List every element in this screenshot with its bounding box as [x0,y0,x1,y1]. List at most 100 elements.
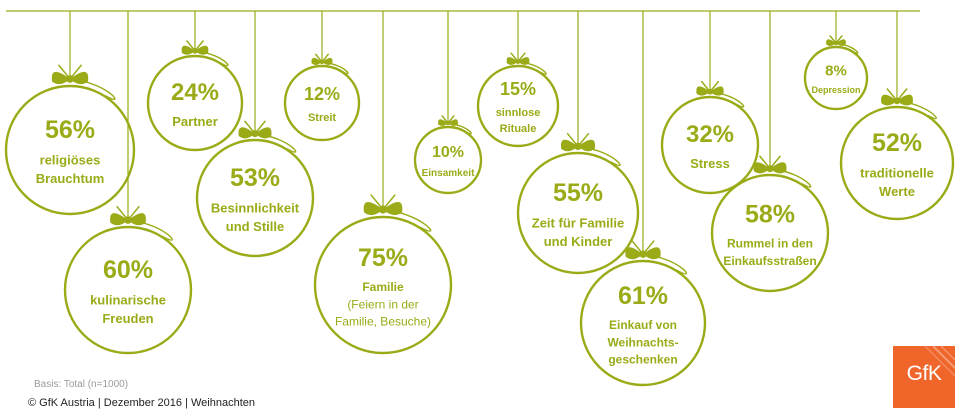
bow-left-loop [753,162,770,174]
bow-left-loop [110,213,128,226]
ornament-53: 53% Besinnlichkeit und Stille [195,11,315,258]
ornament-8: 8% Depression [803,11,869,111]
bow-knot [639,250,647,258]
ornament-ball [313,215,453,355]
bow-left-loop [51,71,70,85]
value-label: 58% [745,200,795,228]
category-label: Einsamkeit [422,168,475,179]
copyright-note: © GfK Austria | Dezember 2016 | Weihnach… [28,397,256,409]
ornament-ball [4,84,136,216]
gfk-logo-mark [893,346,955,408]
category-label: und Stille [226,219,285,234]
category-label: Besinnlichkeit [211,200,300,215]
value-label: 10% [432,144,464,161]
category-label: Depression [811,85,860,95]
ornament-58: 58% Rummel in den Einkaufsstraßen [710,11,830,293]
value-label: 8% [825,63,847,80]
bow-knot [124,216,132,224]
ornament-15: 15% sinnlose Rituale [476,11,560,148]
category-label: traditionelle [860,165,934,180]
ornament-32: 32% Stress [660,11,760,195]
ribbon-curl [774,168,812,188]
category-label: sinnlose [496,107,541,119]
bow-left-loop [438,119,448,127]
category-label: religiöses [40,152,101,167]
ribbon-curl [713,92,745,108]
bow-knot [66,75,74,83]
bow-knot [766,165,774,173]
bow-left-loop [881,94,897,106]
value-label: 12% [304,84,340,104]
bow-left-loop [363,201,383,216]
category-label: Brauchtum [36,171,105,186]
ornament-ball [839,105,955,221]
category-label: geschenken [608,353,677,367]
ribbon-curl [838,43,859,54]
category-sublabel: (Feiern in der [347,297,418,311]
ornament-ball [710,173,830,293]
value-label: 75% [358,244,408,272]
ribbon-curl [582,146,621,167]
ornament-56: 56% religiöses Brauchtum [4,11,136,216]
value-label: 32% [686,121,734,148]
value-label: 60% [103,256,153,284]
bow-knot [574,142,582,150]
category-label: Einkaufsstraßen [723,254,816,268]
ribbon-curl [647,254,688,275]
ornament-ball [803,45,869,111]
bow-knot [445,121,451,126]
category-label: Streit [308,112,336,124]
ornament-ball [516,151,640,275]
bow-knot [192,48,198,54]
category-label: Rummel in den [727,237,813,251]
category-sublabel: Familie, Besuche) [335,315,431,329]
ribbon-curl [324,62,349,75]
gfk-logo: GfK [893,346,955,408]
category-label: Werte [879,184,915,199]
value-label: 56% [45,116,95,144]
ribbon-curl [259,133,297,153]
ornament-ball [660,95,760,195]
value-label: 15% [500,79,536,99]
value-label: 61% [618,282,668,310]
ornament-ball [63,225,193,355]
bow-knot [378,205,388,214]
category-label: Freuden [102,311,153,326]
ornament-ball [413,125,483,195]
category-label: Stress [690,156,730,171]
bow-knot [833,41,839,46]
ornament-24: 24% Partner [146,11,244,152]
value-label: 24% [171,79,219,106]
ornament-61: 61% Einkauf von Weihnachts-geschenken [579,11,707,387]
ribbon-curl [132,220,173,241]
ribbon-curl [75,79,116,100]
category-label: Partner [172,114,218,129]
ribbon-curl [198,51,229,67]
basis-note: Basis: Total (n=1000) [34,379,129,390]
bow-knot [707,88,713,95]
value-label: 52% [872,129,922,157]
ornament-75: 75% Familie (Feiern in der Familie, Besuche… [313,11,453,355]
bow-left-loop [506,57,518,65]
ribbon-curl [901,101,937,120]
ribbon-curl [450,123,472,135]
category-label: Zeit für Familie [532,215,624,230]
ornament-10: 10% Einsamkeit [413,11,483,195]
bow-left-loop [696,86,710,96]
category-label: und Kinder [544,234,613,249]
ornament-52: 52% traditionelle Werte [839,11,955,221]
value-label: 55% [553,179,603,207]
ribbon-curl [388,209,432,232]
bow-knot [251,130,259,138]
ornament-ball [579,259,707,387]
ribbon-curl [521,61,547,75]
ornament-55: 55% Zeit für Familie und Kinder [516,11,640,275]
category-label: kulinarische [90,292,166,307]
bow-left-loop [181,45,195,55]
bow-left-loop [826,39,836,47]
ornament-ball [476,64,560,148]
bow-knot [893,97,901,105]
gfk-logo-text: GfK [906,362,942,385]
bow-left-loop [311,57,322,65]
